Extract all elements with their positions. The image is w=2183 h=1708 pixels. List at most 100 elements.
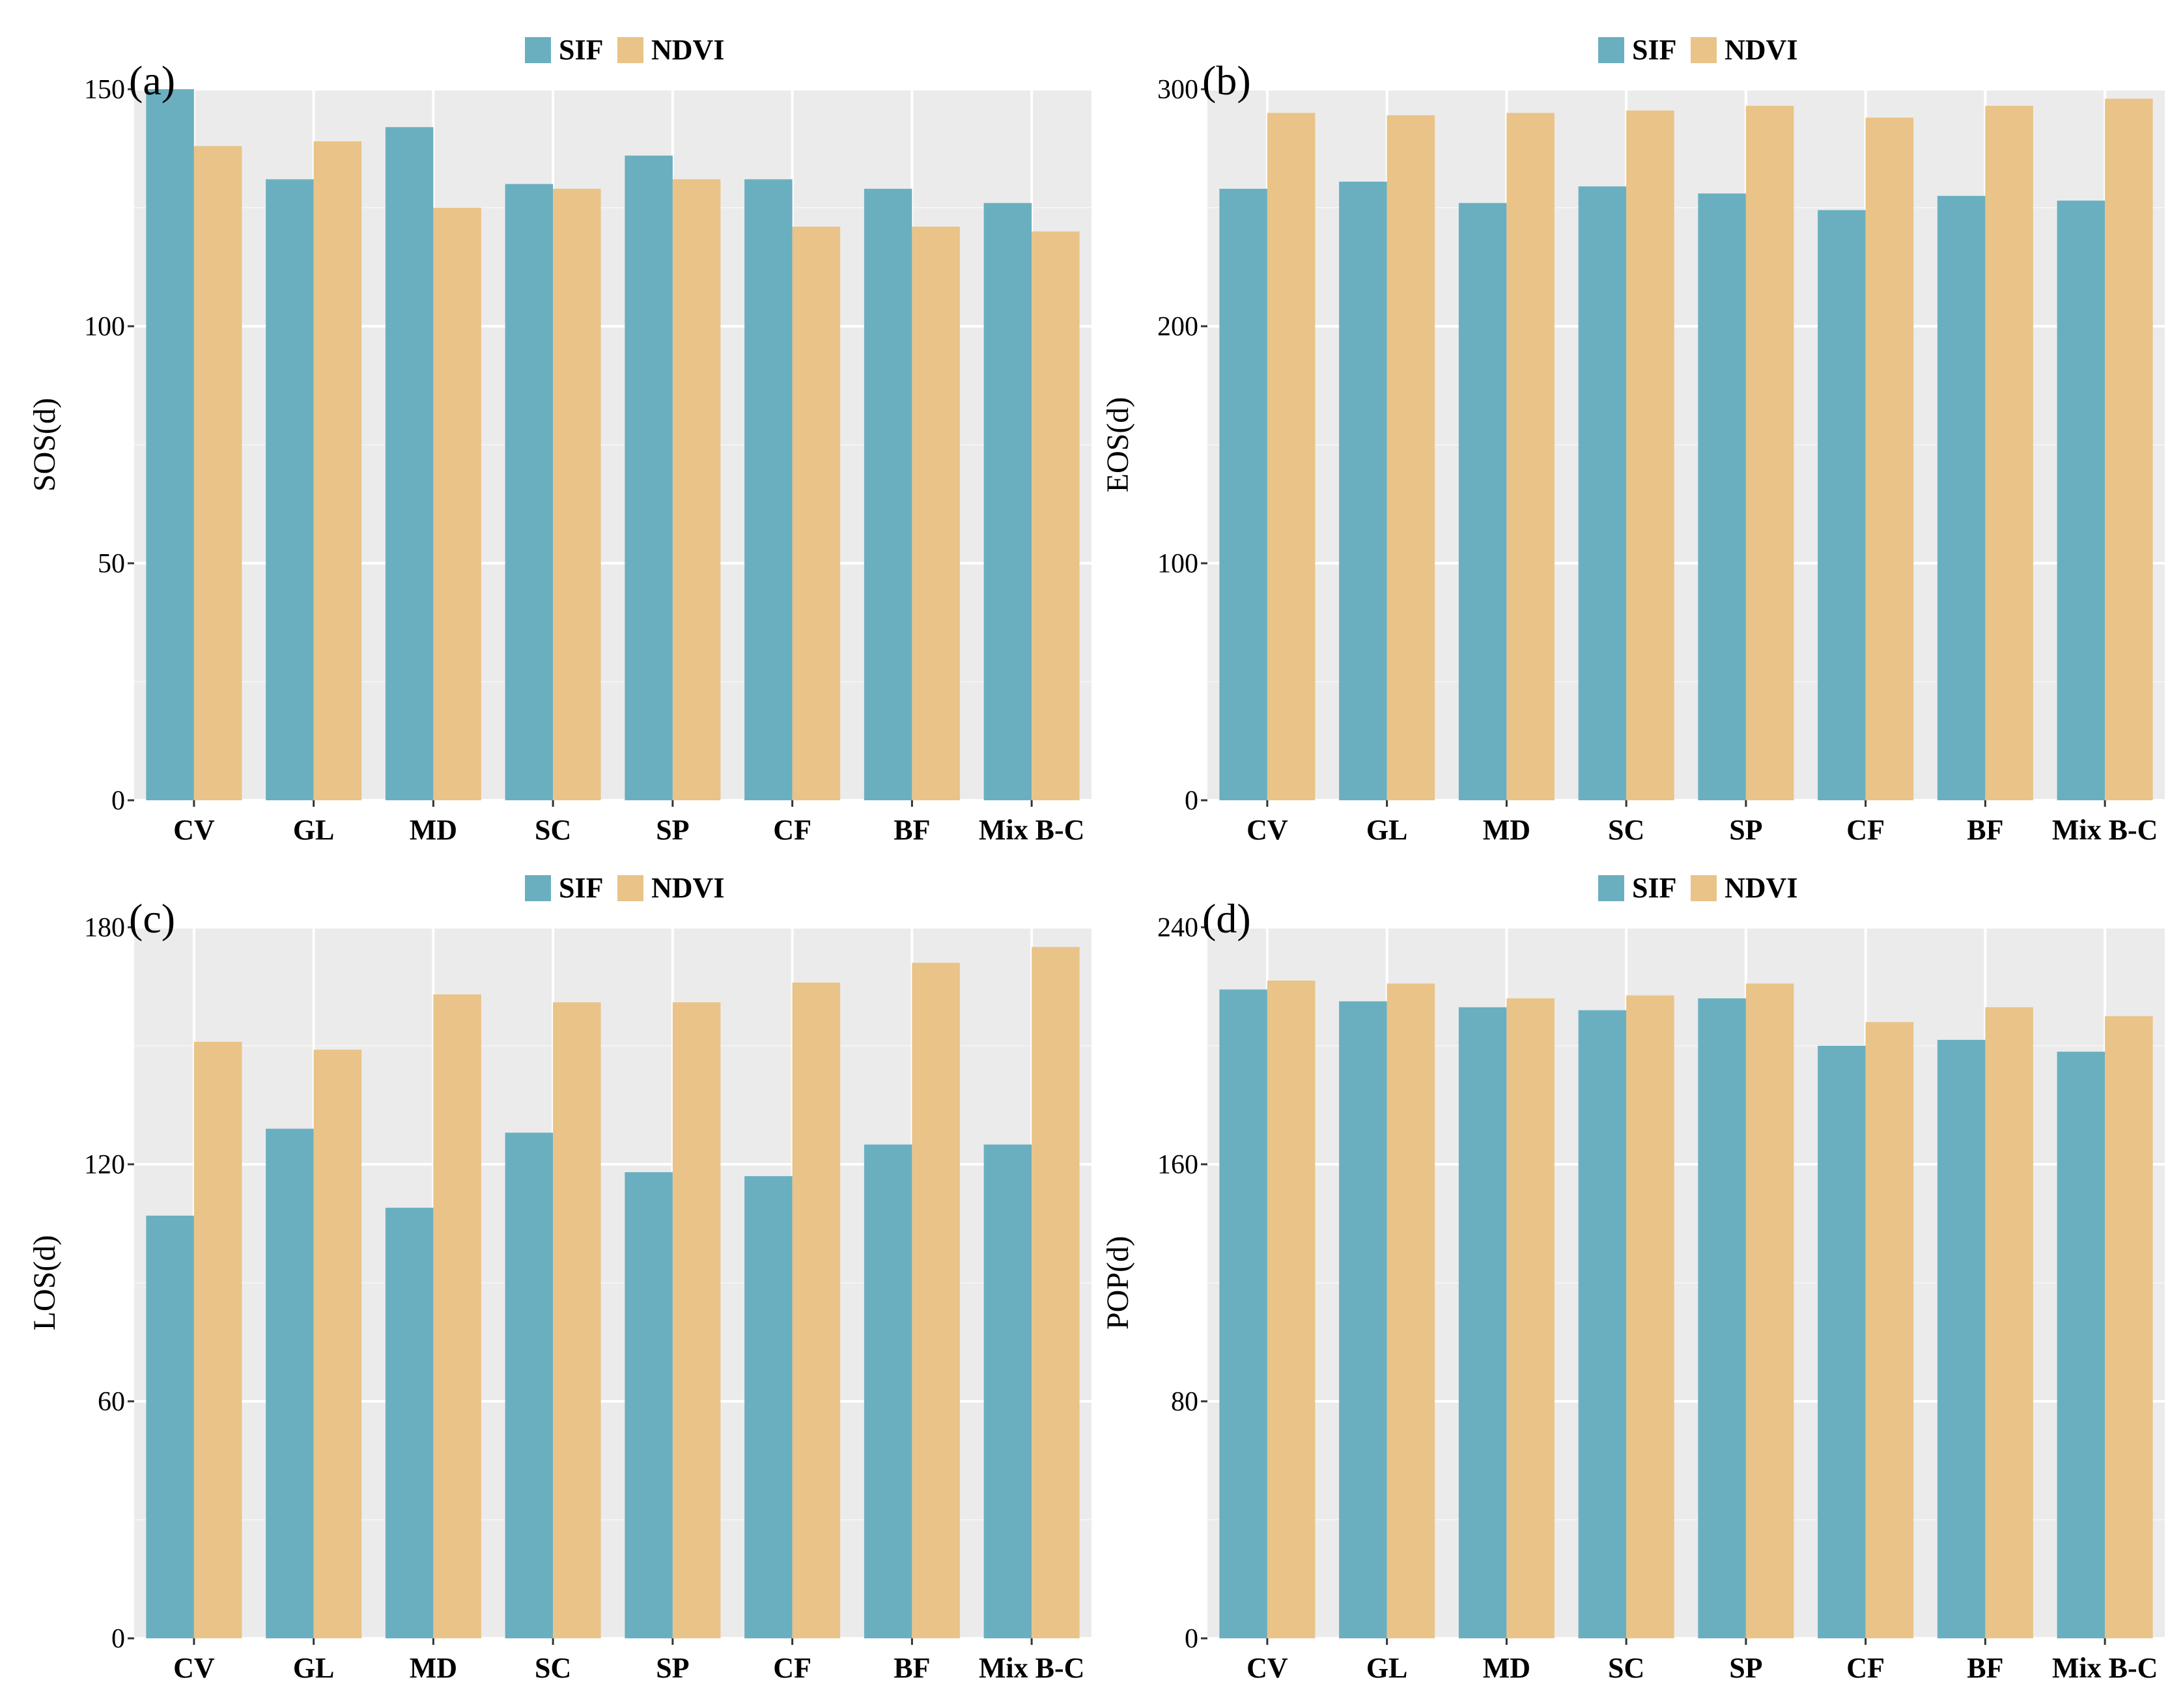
y-tick-label: 120: [84, 1150, 125, 1180]
y-tick-label: 150: [84, 75, 125, 105]
y-tick-label: 50: [98, 549, 125, 579]
legend-swatch-sif: [1598, 37, 1624, 63]
bar-ndvi-md: [433, 994, 481, 1638]
y-axis-title: SOS(d): [27, 398, 62, 492]
chart-panel-1: 0 100 200 300 CV GL MD SC SP CF BF Mix B-C EOS(d) (b)…: [1101, 34, 2165, 846]
y-tick-label: 0: [1185, 786, 1198, 816]
x-tick-label: CV: [1246, 1652, 1288, 1684]
bar-ndvi-md: [1506, 998, 1555, 1638]
bar-ndvi-cv: [193, 146, 242, 801]
bar-ndvi-sp: [672, 1002, 721, 1638]
y-tick-label: 180: [84, 913, 125, 943]
bar-sif-sp: [1698, 193, 1746, 800]
x-tick-label: GL: [293, 1652, 335, 1684]
x-tick-label: CV: [1246, 814, 1288, 846]
bar-sif-sc: [1578, 1010, 1627, 1638]
bar-sif-bf: [1937, 1039, 1986, 1638]
x-tick-label: CV: [173, 1652, 215, 1684]
x-tick-label: MD: [410, 1652, 457, 1684]
y-tick-label: 0: [111, 786, 125, 816]
x-tick-label: Mix B-C: [2052, 814, 2158, 846]
bar-ndvi-md: [1506, 113, 1555, 800]
legend-label-ndvi: NDVI: [651, 34, 724, 66]
bar-ndvi-cf: [792, 982, 841, 1638]
x-tick-label: BF: [894, 814, 930, 846]
x-tick-label: BF: [1967, 1652, 2003, 1684]
bar-sif-sp: [625, 1172, 673, 1638]
bar-ndvi-mix-b-c: [2105, 1016, 2153, 1638]
x-tick-label: SP: [1729, 1652, 1762, 1684]
legend-swatch-sif: [525, 37, 551, 63]
x-tick-label: Mix B-C: [2052, 1652, 2158, 1684]
x-tick-label: MD: [410, 814, 457, 846]
x-tick-label: SP: [1729, 814, 1762, 846]
bar-ndvi-bf: [1985, 1007, 2033, 1638]
y-tick-label: 200: [1157, 312, 1198, 342]
bar-ndvi-bf: [1985, 105, 2033, 801]
legend-swatch-ndvi: [1691, 37, 1717, 63]
x-tick-label: SC: [1608, 1652, 1644, 1684]
x-tick-label: SC: [535, 814, 571, 846]
bar-sif-md: [385, 1207, 434, 1638]
legend-swatch-ndvi: [617, 37, 643, 63]
panel-label: (b): [1202, 57, 1251, 104]
x-tick-label: SP: [656, 1652, 689, 1684]
bar-ndvi-cv: [193, 1041, 242, 1638]
bar-sif-cv: [146, 1215, 194, 1638]
x-tick-label: SP: [656, 814, 689, 846]
x-tick-label: Mix B-C: [979, 814, 1085, 846]
x-tick-label: GL: [1366, 1652, 1408, 1684]
bar-sif-sc: [505, 184, 554, 801]
bar-sif-bf: [864, 1144, 912, 1638]
bar-sif-gl: [1339, 181, 1387, 801]
y-tick-label: 160: [1157, 1150, 1198, 1180]
legend-label-sif: SIF: [559, 34, 603, 66]
bar-sif-mix-b-c: [2057, 201, 2106, 801]
bar-ndvi-sp: [1745, 105, 1794, 801]
bar-sif-cf: [744, 1176, 793, 1638]
bar-ndvi-gl: [313, 1050, 362, 1638]
bar-sif-sp: [625, 155, 673, 801]
x-tick-label: BF: [1967, 814, 2003, 846]
bar-ndvi-cf: [1865, 117, 1914, 801]
bar-ndvi-sp: [1745, 983, 1794, 1638]
bar-ndvi-cf: [792, 227, 841, 800]
y-tick-label: 60: [98, 1387, 125, 1417]
y-tick-label: 100: [1157, 549, 1198, 579]
legend: SIF NDVI: [525, 34, 724, 66]
bar-sif-gl: [1339, 1001, 1387, 1638]
y-tick-label: 300: [1157, 75, 1198, 105]
panel-label: (c): [129, 895, 175, 942]
legend-label-sif: SIF: [1632, 872, 1676, 904]
y-tick-label: 0: [1185, 1624, 1198, 1654]
x-tick-label: CF: [1846, 1652, 1885, 1684]
bar-ndvi-cf: [1865, 1022, 1914, 1638]
legend-label-sif: SIF: [559, 872, 603, 904]
bar-ndvi-gl: [1387, 115, 1435, 800]
panel-label: (a): [129, 57, 175, 104]
y-axis-title: EOS(d): [1101, 397, 1135, 493]
bar-ndvi-mix-b-c: [2105, 98, 2153, 800]
y-axis-title: POP(d): [1101, 1236, 1135, 1330]
legend-swatch-ndvi: [1691, 875, 1717, 901]
chart-panel-3: 0 80 160 240 CV GL MD SC SP CF BF Mix B-C POP(d) (d) S…: [1101, 872, 2165, 1684]
x-tick-label: BF: [894, 1652, 930, 1684]
bar-sif-cf: [1818, 1046, 1866, 1638]
x-tick-label: SC: [535, 1652, 571, 1684]
bar-sif-md: [1458, 1007, 1507, 1638]
bar-ndvi-gl: [313, 141, 362, 800]
bar-sif-bf: [1937, 195, 1986, 800]
bar-ndvi-sc: [553, 188, 601, 800]
legend-label-sif: SIF: [1632, 34, 1676, 66]
bar-ndvi-sc: [553, 1002, 601, 1638]
x-tick-label: GL: [1366, 814, 1408, 846]
y-tick-label: 80: [1171, 1387, 1198, 1417]
legend-label-ndvi: NDVI: [651, 872, 724, 904]
bar-sif-md: [385, 127, 434, 801]
y-tick-label: 100: [84, 312, 125, 342]
bar-sif-cv: [1219, 188, 1267, 800]
bar-ndvi-bf: [912, 962, 960, 1638]
y-axis-title: LOS(d): [27, 1235, 62, 1331]
x-tick-label: MD: [1483, 1652, 1530, 1684]
